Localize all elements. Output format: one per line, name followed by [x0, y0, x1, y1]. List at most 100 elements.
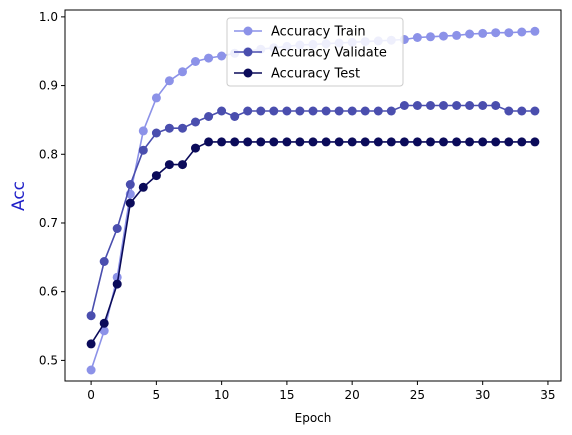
data-point [321, 137, 331, 147]
x-tick-label: 10 [214, 388, 229, 402]
data-point [256, 106, 266, 116]
data-point [151, 128, 161, 138]
legend-swatch-marker [243, 26, 253, 36]
data-point [217, 51, 227, 61]
data-point [217, 106, 227, 116]
data-point [452, 101, 462, 110]
data-point [465, 137, 475, 147]
data-point [478, 101, 488, 110]
plot-frame [64, 9, 562, 382]
legend-label: Accuracy Train [271, 25, 366, 40]
data-point [465, 29, 475, 39]
x-tick-label: 0 [87, 388, 95, 402]
data-point [412, 33, 422, 42]
data-point [504, 137, 514, 147]
data-point [452, 137, 462, 147]
data-point [86, 339, 96, 349]
data-point [308, 106, 318, 116]
y-tick-label: 0.5 [39, 353, 58, 367]
x-axis-ticks: 0 5 10 15 20 25 30 35 [87, 381, 556, 402]
data-point [204, 112, 214, 121]
data-point [491, 137, 501, 147]
data-point [86, 311, 96, 321]
data-point [530, 26, 540, 36]
data-point [386, 137, 396, 147]
data-point [178, 67, 187, 77]
data-point [412, 137, 422, 147]
data-point [478, 137, 488, 147]
data-point [191, 57, 200, 66]
data-point [151, 171, 161, 181]
data-point [517, 27, 527, 37]
data-point [178, 160, 187, 170]
y-tick-label: 1.0 [39, 10, 58, 24]
data-point [373, 106, 383, 116]
data-point [373, 137, 383, 147]
x-axis-label: Epoch [295, 411, 332, 425]
y-tick-label: 0.9 [39, 79, 58, 93]
y-tick-label: 0.7 [39, 216, 58, 230]
data-point [504, 106, 514, 116]
data-point [386, 106, 396, 116]
data-point [465, 101, 475, 110]
data-point [217, 137, 227, 147]
legend-label: Accuracy Test [271, 67, 360, 82]
data-point [426, 137, 435, 147]
data-point [230, 112, 240, 121]
x-tick-label: 30 [475, 388, 490, 402]
legend-swatch-marker [243, 47, 253, 57]
data-point [138, 126, 148, 136]
data-point [178, 123, 187, 133]
data-point [439, 101, 448, 110]
data-point [112, 279, 122, 289]
data-point [426, 32, 435, 42]
x-tick-label: 35 [540, 388, 555, 402]
x-tick-label: 25 [410, 388, 425, 402]
y-axis-label: Acc [9, 181, 29, 211]
data-point [452, 30, 462, 40]
data-point [138, 145, 148, 155]
data-point [99, 318, 109, 328]
data-point [282, 137, 292, 147]
data-point [334, 137, 344, 147]
data-point [399, 137, 409, 147]
data-point [269, 106, 279, 116]
data-point [347, 137, 357, 147]
data-point [491, 101, 501, 110]
y-tick-label: 0.6 [39, 285, 58, 299]
data-point [439, 31, 448, 41]
legend-swatch-marker [243, 68, 253, 78]
data-point [191, 143, 200, 153]
data-point [125, 180, 135, 189]
data-point [164, 160, 174, 170]
data-point [360, 106, 370, 116]
data-point [517, 137, 527, 147]
x-tick-label: 20 [345, 388, 360, 402]
data-point [282, 106, 292, 116]
x-tick-label: 5 [153, 388, 161, 402]
data-point [412, 101, 422, 110]
data-point [138, 182, 148, 192]
data-point [360, 137, 370, 147]
data-point [230, 137, 240, 147]
x-tick-label: 15 [279, 388, 294, 402]
data-point [243, 106, 253, 116]
data-point [125, 198, 135, 208]
data-point [164, 76, 174, 86]
data-point [191, 117, 200, 127]
data-point [164, 123, 174, 133]
data-point [86, 365, 96, 375]
data-point [151, 93, 161, 103]
data-point [517, 106, 527, 116]
data-point [321, 106, 331, 116]
data-point [439, 137, 448, 147]
data-point [256, 137, 266, 147]
data-point [308, 137, 318, 147]
data-point [347, 106, 357, 116]
data-point [204, 137, 214, 147]
data-point [530, 106, 540, 116]
data-point [334, 106, 344, 116]
data-point [112, 224, 122, 233]
data-point [426, 101, 435, 110]
